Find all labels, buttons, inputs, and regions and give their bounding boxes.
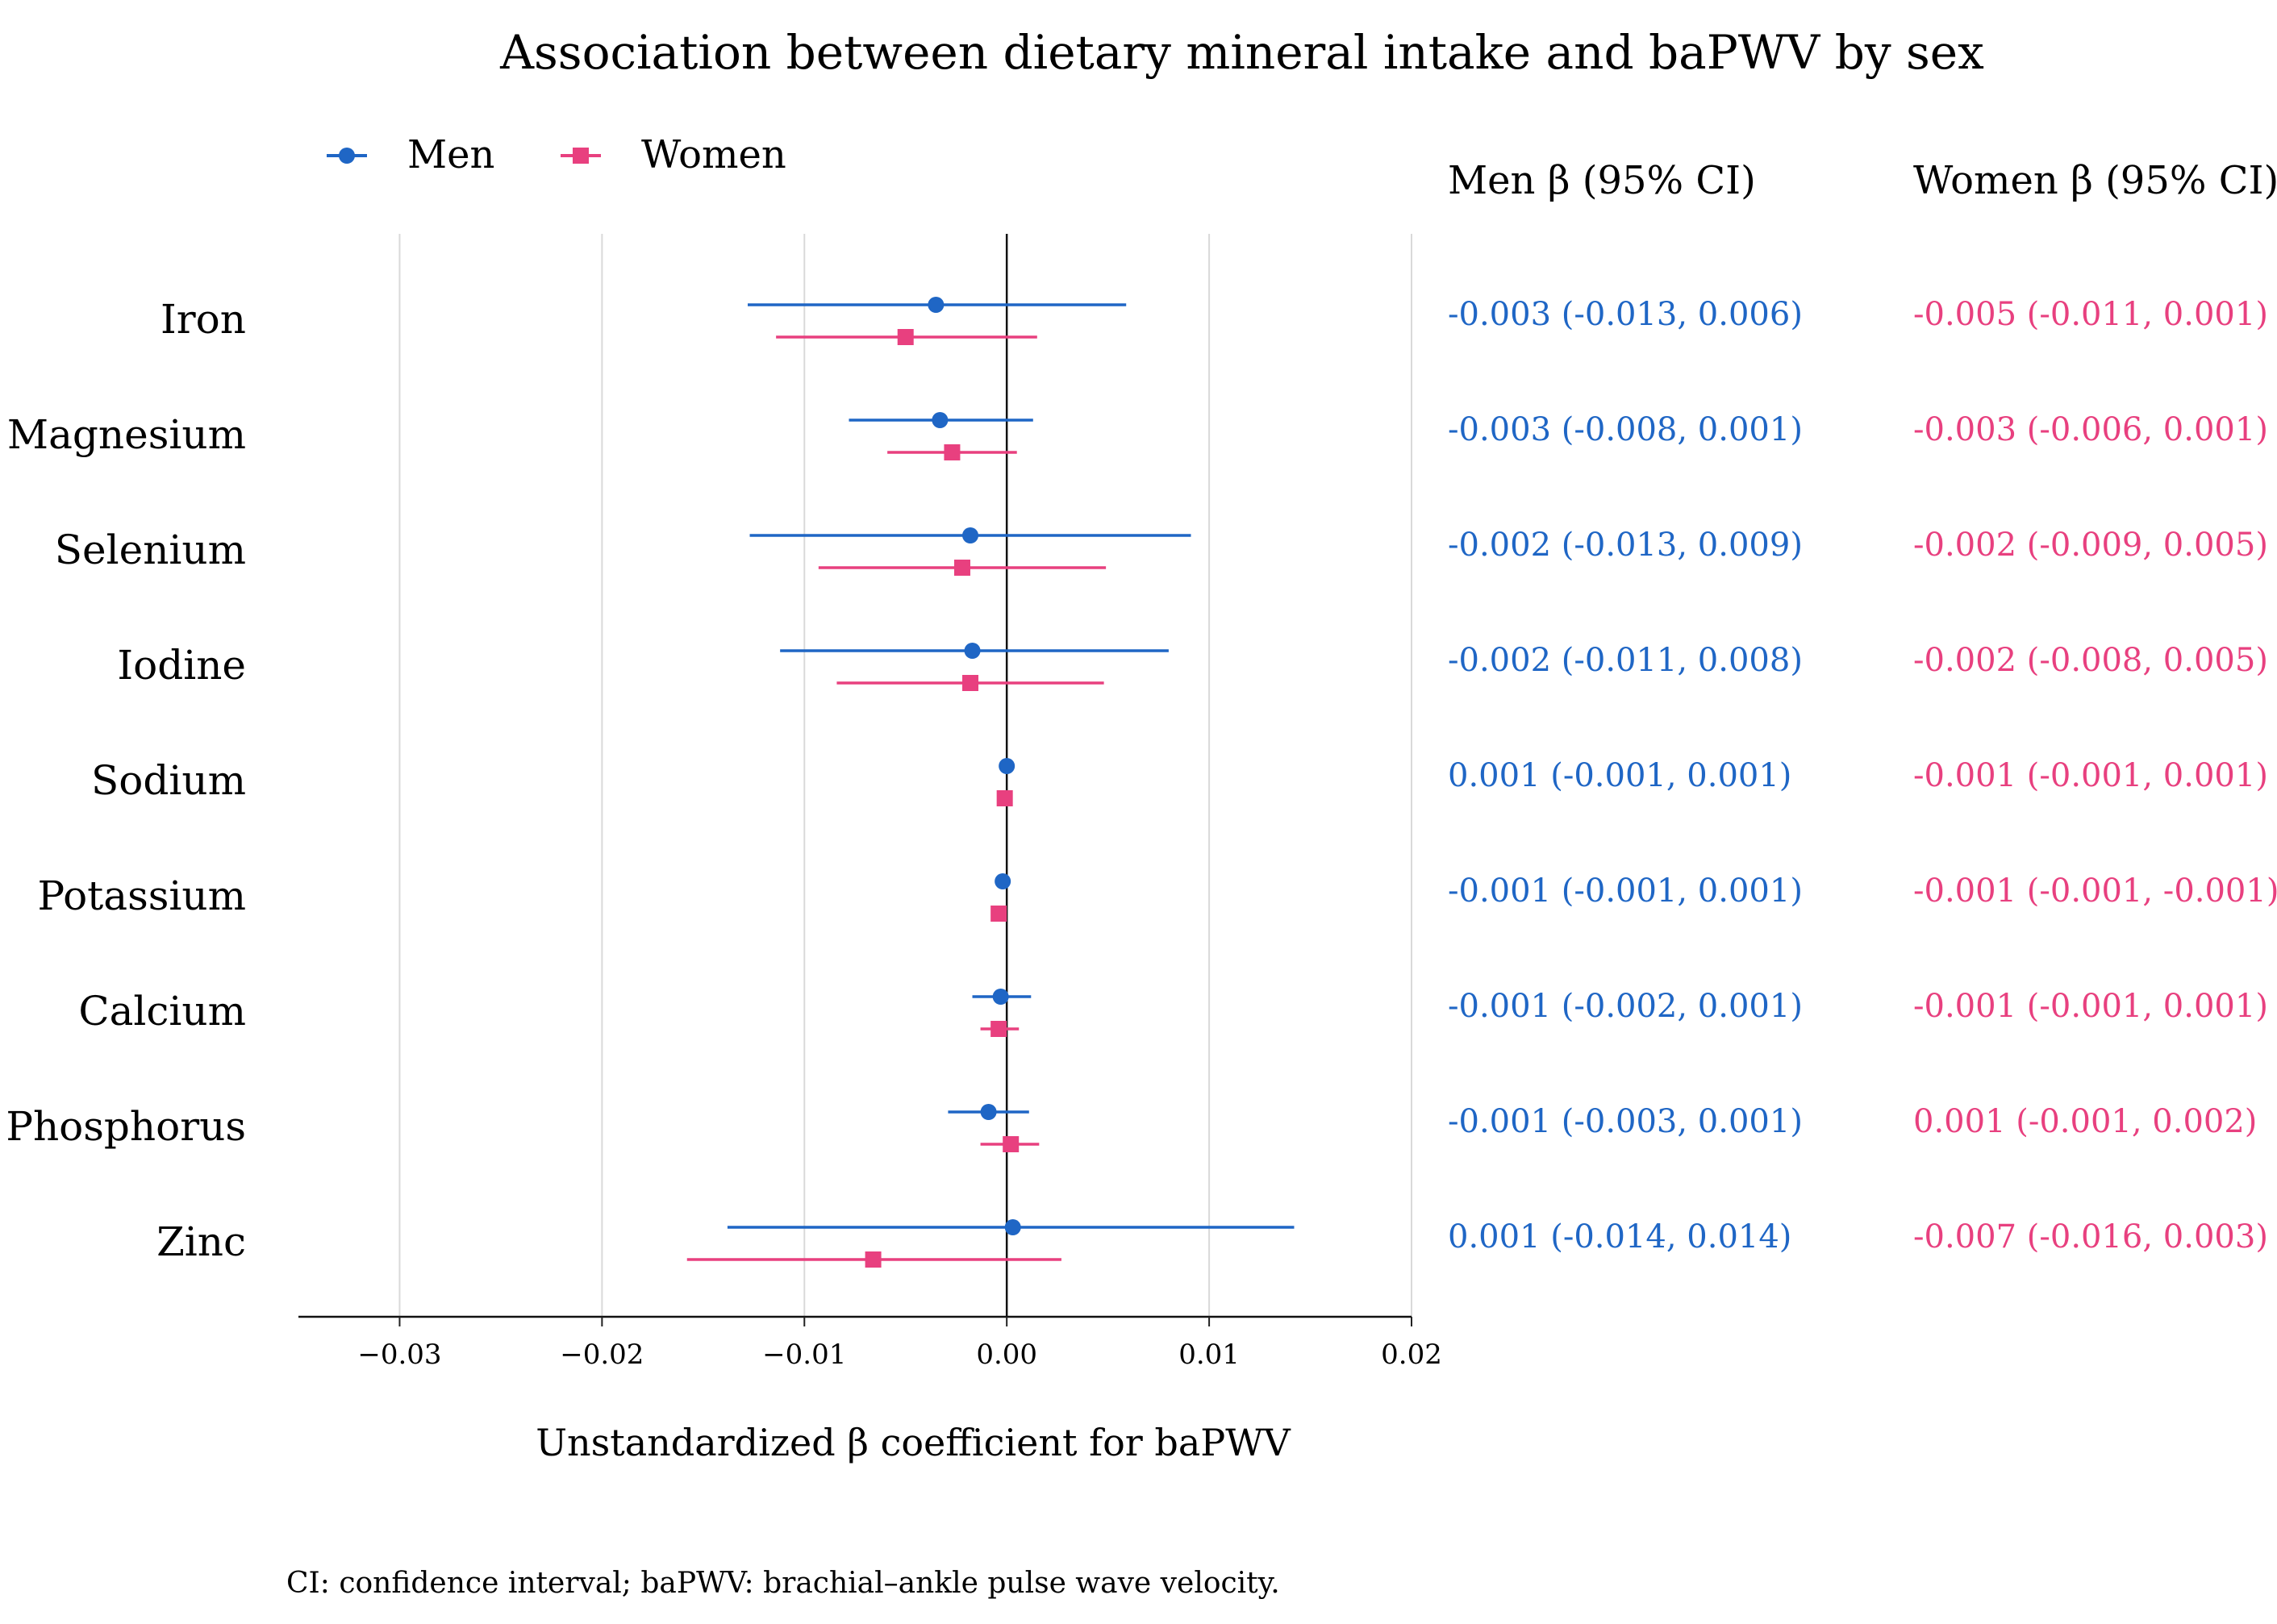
women-ci-value: -0.001 (-0.001, 0.001) — [1913, 757, 2268, 794]
row-label: Phosphorus — [6, 1103, 246, 1150]
women-point — [962, 675, 979, 691]
x-tick-label: 0.02 — [1381, 1339, 1442, 1371]
row-label: Selenium — [55, 527, 246, 573]
gridlines — [398, 234, 1412, 1317]
x-tick-label: −0.03 — [357, 1339, 441, 1371]
men-point — [1004, 1219, 1021, 1235]
men-point — [964, 643, 981, 659]
men-point — [962, 527, 979, 543]
men-point — [980, 1104, 997, 1120]
women-ci-value: -0.005 (-0.011, 0.001) — [1913, 296, 2268, 333]
row-label: Calcium — [78, 988, 246, 1035]
men-point — [995, 873, 1011, 889]
x-tick-label: −0.01 — [762, 1339, 846, 1371]
women-point — [1003, 1136, 1020, 1152]
footnote: CI: confidence interval; baPWV: brachial… — [286, 1567, 1280, 1600]
x-tick-label: 0.00 — [976, 1339, 1037, 1371]
row-label: Potassium — [37, 872, 246, 919]
row-label: Magnesium — [7, 411, 246, 458]
men-ci-value: -0.003 (-0.013, 0.006) — [1448, 296, 1803, 333]
women-ci-value: -0.002 (-0.009, 0.005) — [1913, 527, 2268, 564]
men-ci-header: Men β (95% CI) — [1448, 158, 1756, 203]
row-label: Iodine — [117, 642, 246, 689]
row-label: Iron — [161, 296, 246, 343]
women-point — [990, 1021, 1007, 1037]
women-ci-value: -0.003 (-0.006, 0.001) — [1913, 411, 2268, 448]
men-ci-value: -0.001 (-0.003, 0.001) — [1448, 1103, 1803, 1140]
women-ci-value: 0.001 (-0.001, 0.002) — [1913, 1103, 2257, 1140]
men-point — [932, 412, 949, 428]
women-point — [865, 1251, 882, 1268]
men-ci-value: -0.002 (-0.013, 0.009) — [1448, 527, 1803, 564]
men-ci-value: -0.003 (-0.008, 0.001) — [1448, 411, 1803, 448]
plot-marks — [686, 297, 1295, 1268]
women-point — [953, 560, 970, 576]
legend-item-men: Men — [327, 132, 494, 177]
men-ci-value: 0.001 (-0.001, 0.001) — [1448, 757, 1791, 794]
row-label: Sodium — [91, 757, 246, 804]
men-point — [999, 758, 1015, 774]
x-axis-ticks: −0.03 −0.02 −0.01 0.00 0.01 0.02 — [357, 1317, 1442, 1371]
x-axis-title: Unstandardized β coefficient for baPWV — [536, 1421, 1291, 1464]
men-ci-value: -0.002 (-0.011, 0.008) — [1448, 642, 1803, 679]
row-label: Zinc — [156, 1218, 246, 1265]
women-ci-value: -0.007 (-0.016, 0.003) — [1913, 1218, 2268, 1255]
legend-men-label: Men — [407, 132, 494, 177]
men-point — [928, 297, 945, 313]
men-point — [992, 989, 1009, 1005]
women-ci-header: Women β (95% CI) — [1913, 158, 2277, 203]
men-ci-value: -0.001 (-0.002, 0.001) — [1448, 988, 1803, 1025]
women-ci-value: -0.002 (-0.008, 0.005) — [1913, 642, 2268, 679]
x-tick-label: 0.01 — [1178, 1339, 1240, 1371]
legend-item-women: Women — [561, 132, 786, 177]
legend-women-label: Women — [641, 132, 786, 177]
men-ci-value: 0.001 (-0.014, 0.014) — [1448, 1218, 1791, 1255]
row-labels: Iron Magnesium Selenium Iodine Sodium Potassi… — [6, 296, 246, 1265]
legend-men-marker — [339, 148, 355, 164]
women-point — [944, 444, 961, 460]
women-point — [897, 329, 914, 345]
x-tick-label: −0.02 — [560, 1339, 644, 1371]
women-point — [990, 906, 1007, 922]
ci-table: -0.003 (-0.013, 0.006) -0.005 (-0.011, 0.… — [1448, 296, 2277, 1255]
women-ci-value: -0.001 (-0.001, 0.001) — [1913, 988, 2268, 1025]
legend-women-marker — [573, 148, 589, 164]
chart-title: Association between dietary mineral inta… — [499, 25, 1984, 80]
men-ci-value: -0.001 (-0.001, 0.001) — [1448, 872, 1803, 910]
legend: Men Women — [327, 132, 786, 177]
women-ci-value: -0.001 (-0.001, -0.001) — [1913, 872, 2277, 910]
women-point — [996, 790, 1013, 806]
